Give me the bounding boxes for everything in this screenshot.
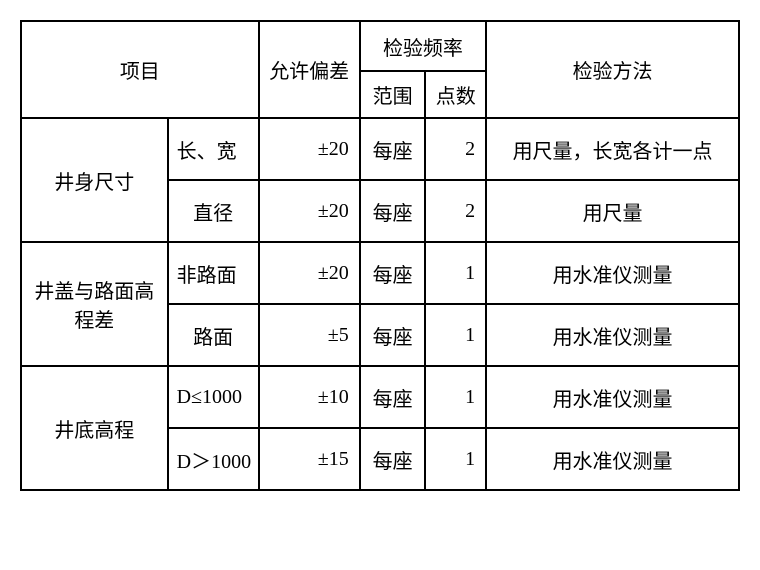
sub-cell: D≤1000 <box>168 366 259 428</box>
sub-cell: 直径 <box>168 180 259 242</box>
points-cell: 1 <box>425 242 486 304</box>
dev-cell: ±15 <box>259 428 360 490</box>
header-project: 项目 <box>21 21 259 118</box>
range-cell: 每座 <box>360 428 426 490</box>
group-cell: 井盖与路面高程差 <box>21 242 168 366</box>
dev-cell: ±5 <box>259 304 360 366</box>
points-cell: 2 <box>425 180 486 242</box>
sub-cell: 非路面 <box>168 242 259 304</box>
group-cell: 井身尺寸 <box>21 118 168 242</box>
header-freq: 检验频率 <box>360 21 486 71</box>
method-cell: 用水准仪测量 <box>486 242 739 304</box>
sub-cell: D＞1000 <box>168 428 259 490</box>
table-row: 井底高程 D≤1000 ±10 每座 1 用水准仪测量 <box>21 366 739 428</box>
header-row-1: 项目 允许偏差 检验频率 检验方法 <box>21 21 739 71</box>
method-cell: 用水准仪测量 <box>486 366 739 428</box>
range-cell: 每座 <box>360 304 426 366</box>
range-cell: 每座 <box>360 366 426 428</box>
method-cell: 用水准仪测量 <box>486 428 739 490</box>
dev-cell: ±20 <box>259 242 360 304</box>
dev-cell: ±20 <box>259 180 360 242</box>
points-cell: 1 <box>425 428 486 490</box>
header-method: 检验方法 <box>486 21 739 118</box>
range-cell: 每座 <box>360 242 426 304</box>
header-points: 点数 <box>425 71 486 118</box>
dev-cell: ±10 <box>259 366 360 428</box>
dev-cell: ±20 <box>259 118 360 180</box>
table-row: 井盖与路面高程差 非路面 ±20 每座 1 用水准仪测量 <box>21 242 739 304</box>
method-cell: 用尺量，长宽各计一点 <box>486 118 739 180</box>
header-deviation: 允许偏差 <box>259 21 360 118</box>
points-cell: 1 <box>425 366 486 428</box>
range-cell: 每座 <box>360 180 426 242</box>
table-row: 井身尺寸 长、宽 ±20 每座 2 用尺量，长宽各计一点 <box>21 118 739 180</box>
inspection-table: 项目 允许偏差 检验频率 检验方法 范围 点数 井身尺寸 长、宽 ±20 每座 … <box>20 20 740 491</box>
sub-cell: 路面 <box>168 304 259 366</box>
range-cell: 每座 <box>360 118 426 180</box>
points-cell: 2 <box>425 118 486 180</box>
sub-cell: 长、宽 <box>168 118 259 180</box>
points-cell: 1 <box>425 304 486 366</box>
method-cell: 用尺量 <box>486 180 739 242</box>
group-cell: 井底高程 <box>21 366 168 490</box>
header-range: 范围 <box>360 71 426 118</box>
method-cell: 用水准仪测量 <box>486 304 739 366</box>
